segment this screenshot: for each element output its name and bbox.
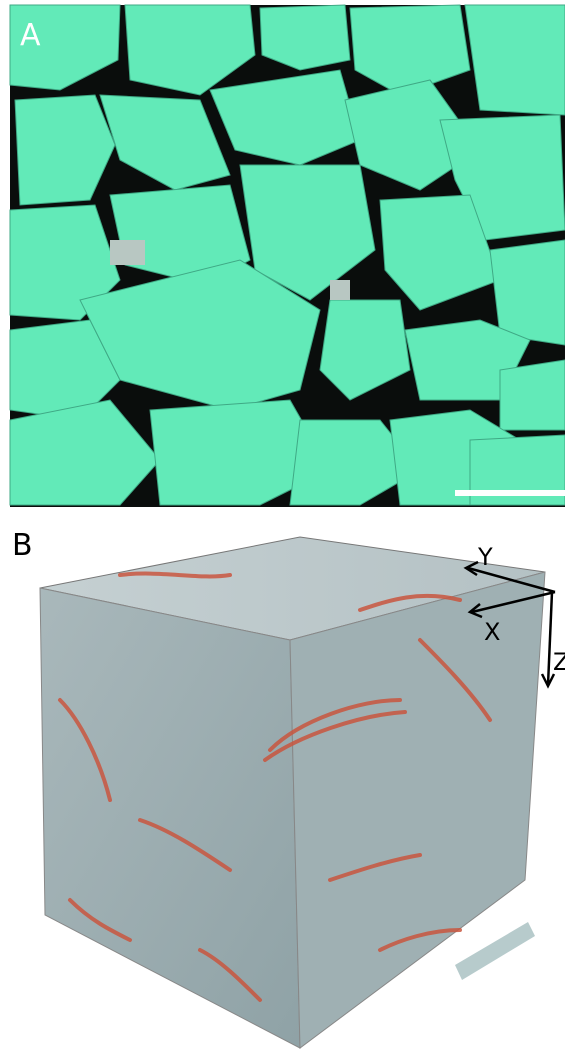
mineral-inclusion [330, 280, 350, 300]
axis-label: Y [477, 543, 493, 571]
scale-bar [455, 490, 565, 496]
panel-b: B Y X Z [12, 528, 565, 1048]
cube-left-face [40, 588, 300, 1048]
panel-a: A [10, 5, 565, 507]
axis-label: X [484, 618, 500, 646]
cube-right-face [290, 572, 545, 1048]
figure: A B Y X Z [0, 0, 565, 1055]
panel-label: B [12, 528, 33, 563]
mineral-inclusion [110, 240, 145, 265]
panel-label: A [20, 18, 41, 53]
axis-label: Z [553, 648, 565, 676]
page: A B Y X Z [0, 0, 565, 1055]
scale-bar [455, 922, 535, 980]
